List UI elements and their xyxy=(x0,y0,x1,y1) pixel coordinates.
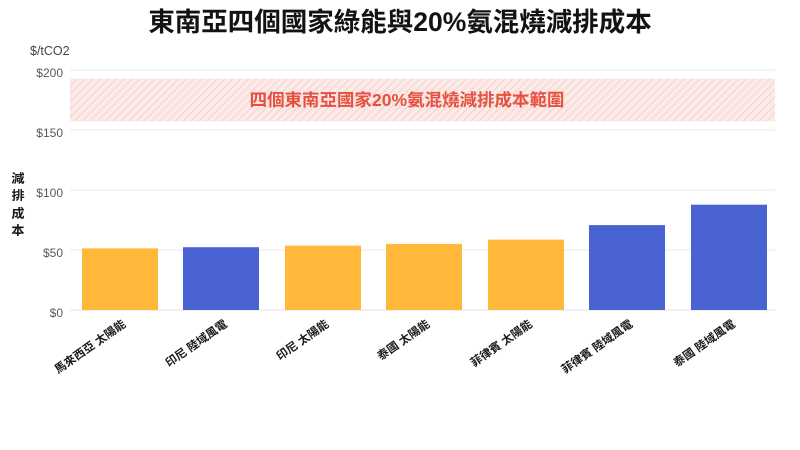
svg-text:$0: $0 xyxy=(50,306,64,320)
svg-text:$50: $50 xyxy=(43,246,63,260)
svg-text:$200: $200 xyxy=(36,66,63,80)
svg-text:四個東南亞國家20%氨混燒減排成本範圍: 四個東南亞國家20%氨混燒減排成本範圍 xyxy=(249,90,564,110)
svg-text:$100: $100 xyxy=(36,186,63,200)
svg-text:$150: $150 xyxy=(36,126,63,140)
